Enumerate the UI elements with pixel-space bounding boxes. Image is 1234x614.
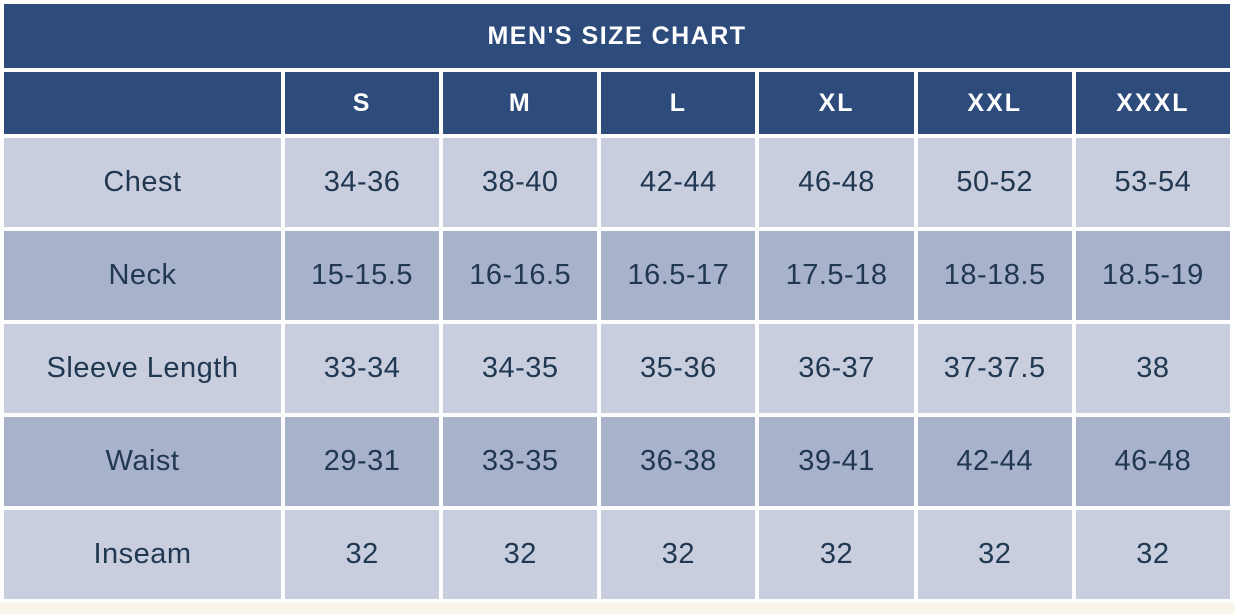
row-label: Inseam [4,510,281,599]
size-value-cell: 38-40 [443,138,598,227]
size-value-cell: 42-44 [601,138,756,227]
table-row-waist: Waist 29-31 33-35 36-38 39-41 42-44 46-48 [4,417,1230,506]
size-value-cell: 46-48 [1075,417,1230,506]
corner-cell [4,72,281,134]
size-value-cell: 34-36 [285,138,440,227]
size-value-cell: 36-38 [601,417,756,506]
size-chart-title: MEN'S SIZE CHART [4,4,1230,68]
size-value-cell: 50-52 [917,138,1072,227]
row-label: Sleeve Length [4,324,281,413]
size-value-cell: 16-16.5 [443,231,598,320]
column-header-xl: XL [759,72,914,134]
column-header-l: L [601,72,756,134]
size-value-cell: 15-15.5 [285,231,440,320]
size-value-cell: 53-54 [1075,138,1230,227]
size-value-cell: 33-34 [285,324,440,413]
table-row-neck: Neck 15-15.5 16-16.5 16.5-17 17.5-18 18-18.5 1… [4,231,1230,320]
size-value-cell: 18-18.5 [917,231,1072,320]
table-row-sleeve-length: Sleeve Length 33-34 34-35 35-36 36-37 37-37.5… [4,324,1230,413]
column-header-xxl: XXL [917,72,1072,134]
table-row-inseam: Inseam 32 32 32 32 32 32 [4,510,1230,599]
size-value-cell: 33-35 [443,417,598,506]
row-label: Chest [4,138,281,227]
column-header-s: S [285,72,440,134]
size-value-cell: 32 [759,510,914,599]
size-value-cell: 35-36 [601,324,756,413]
size-value-cell: 18.5-19 [1075,231,1230,320]
size-value-cell: 17.5-18 [759,231,914,320]
title-row: MEN'S SIZE CHART [4,4,1230,68]
row-label: Waist [4,417,281,506]
size-value-cell: 34-35 [443,324,598,413]
size-value-cell: 42-44 [917,417,1072,506]
size-value-cell: 16.5-17 [601,231,756,320]
size-value-cell: 46-48 [759,138,914,227]
column-header-m: M [443,72,598,134]
size-value-cell: 39-41 [759,417,914,506]
size-value-cell: 37-37.5 [917,324,1072,413]
row-label: Neck [4,231,281,320]
size-value-cell: 32 [443,510,598,599]
table-row-chest: Chest 34-36 38-40 42-44 46-48 50-52 53-54 [4,138,1230,227]
size-value-cell: 32 [1075,510,1230,599]
size-value-cell: 32 [601,510,756,599]
size-value-cell: 38 [1075,324,1230,413]
size-value-cell: 29-31 [285,417,440,506]
column-header-xxxl: XXXL [1075,72,1230,134]
size-value-cell: 32 [917,510,1072,599]
size-value-cell: 36-37 [759,324,914,413]
size-value-cell: 32 [285,510,440,599]
size-header-row: S M L XL XXL XXXL [4,72,1230,134]
